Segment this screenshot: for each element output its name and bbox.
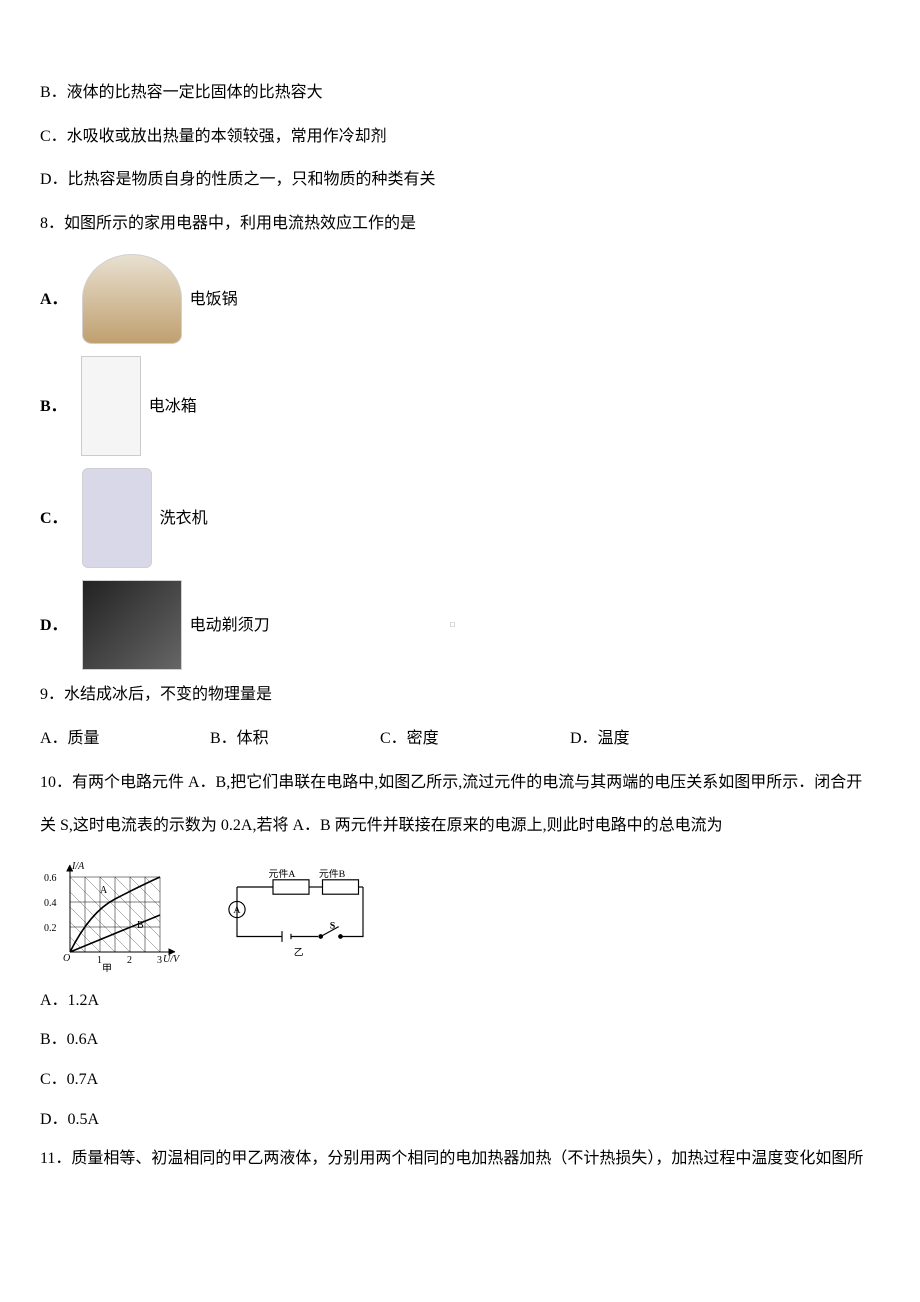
q10-graph: 0.6 0.4 0.2 O 1 2 3 I/A U/V A B 甲	[40, 857, 185, 972]
q8-b-label: 电冰箱	[149, 394, 197, 420]
q9-options: A．质量 B．体积 C．密度 D．温度	[40, 726, 880, 752]
q9-option-b: B．体积	[210, 726, 380, 752]
q11-stem: 11．质量相等、初温相同的甲乙两液体，分别用两个相同的电加热器加热（不计热损失）…	[40, 1146, 880, 1172]
svg-text:A: A	[233, 905, 241, 916]
q10-option-d: D．0.5A	[40, 1107, 880, 1133]
q8-option-a-row: A． 电饭锅	[40, 254, 880, 344]
svg-text:I/A: I/A	[71, 861, 85, 872]
q9-option-a: A．质量	[40, 726, 210, 752]
q8-d-prefix: D．	[40, 613, 68, 639]
q8-option-b-row: B． 电冰箱	[40, 356, 880, 456]
svg-text:S: S	[330, 921, 336, 932]
svg-text:元件B: 元件B	[319, 869, 346, 880]
svg-text:甲: 甲	[102, 964, 112, 972]
q8-option-c-row: C． 洗衣机	[40, 468, 880, 568]
q9-option-d: D．温度	[570, 726, 720, 752]
svg-text:0.2: 0.2	[44, 923, 57, 934]
q8-b-prefix: B．	[40, 394, 67, 420]
q9-stem: 9．水结成冰后，不变的物理量是	[40, 682, 880, 708]
q8-c-prefix: C．	[40, 506, 68, 532]
q10-stem-line1: 10．有两个电路元件 A．B,把它们串联在电路中,如图乙所示,流过元件的电流与其…	[40, 770, 880, 796]
svg-text:3: 3	[157, 955, 162, 966]
svg-text:0.6: 0.6	[44, 873, 57, 884]
q8-c-label: 洗衣机	[160, 506, 208, 532]
q10-option-c: C．0.7A	[40, 1067, 880, 1093]
svg-text:A: A	[100, 885, 108, 896]
q8-stem: 8．如图所示的家用电器中，利用电流热效应工作的是	[40, 211, 880, 237]
q8-option-d-row: D． 电动剃须刀 □	[40, 580, 880, 670]
rice-cooker-image	[82, 254, 182, 344]
q7-option-b: B．液体的比热容一定比固体的比热容大	[40, 80, 880, 106]
shaver-image	[82, 580, 182, 670]
q7-option-c: C．水吸收或放出热量的本领较强，常用作冷却剂	[40, 124, 880, 150]
q10-stem-line2: 关 S,这时电流表的示数为 0.2A,若将 A．B 两元件并联接在原来的电源上,…	[40, 813, 880, 839]
fridge-image	[81, 356, 141, 456]
svg-text:0.4: 0.4	[44, 898, 57, 909]
q7-option-d: D．比热容是物质自身的性质之一，只和物质的种类有关	[40, 167, 880, 193]
q8-a-prefix: A．	[40, 287, 68, 313]
svg-text:U/V: U/V	[163, 954, 181, 965]
svg-text:2: 2	[127, 955, 132, 966]
q10-options: A．1.2A B．0.6A C．0.7A D．0.5A	[40, 988, 880, 1132]
q8-a-label: 电饭锅	[190, 287, 238, 313]
q9-option-c: C．密度	[380, 726, 570, 752]
q10-option-b: B．0.6A	[40, 1027, 880, 1053]
q10-circuit: 元件A 元件B A S 乙	[215, 869, 385, 959]
q8-d-label: 电动剃须刀	[190, 613, 270, 639]
washer-image	[82, 468, 152, 568]
marker-icon: □	[450, 619, 455, 632]
svg-text:乙: 乙	[294, 947, 304, 959]
q10-option-a: A．1.2A	[40, 988, 880, 1014]
svg-text:元件A: 元件A	[269, 869, 297, 880]
svg-text:O: O	[63, 953, 70, 964]
svg-text:B: B	[137, 920, 144, 931]
q10-figures: 0.6 0.4 0.2 O 1 2 3 I/A U/V A B 甲	[40, 857, 880, 972]
